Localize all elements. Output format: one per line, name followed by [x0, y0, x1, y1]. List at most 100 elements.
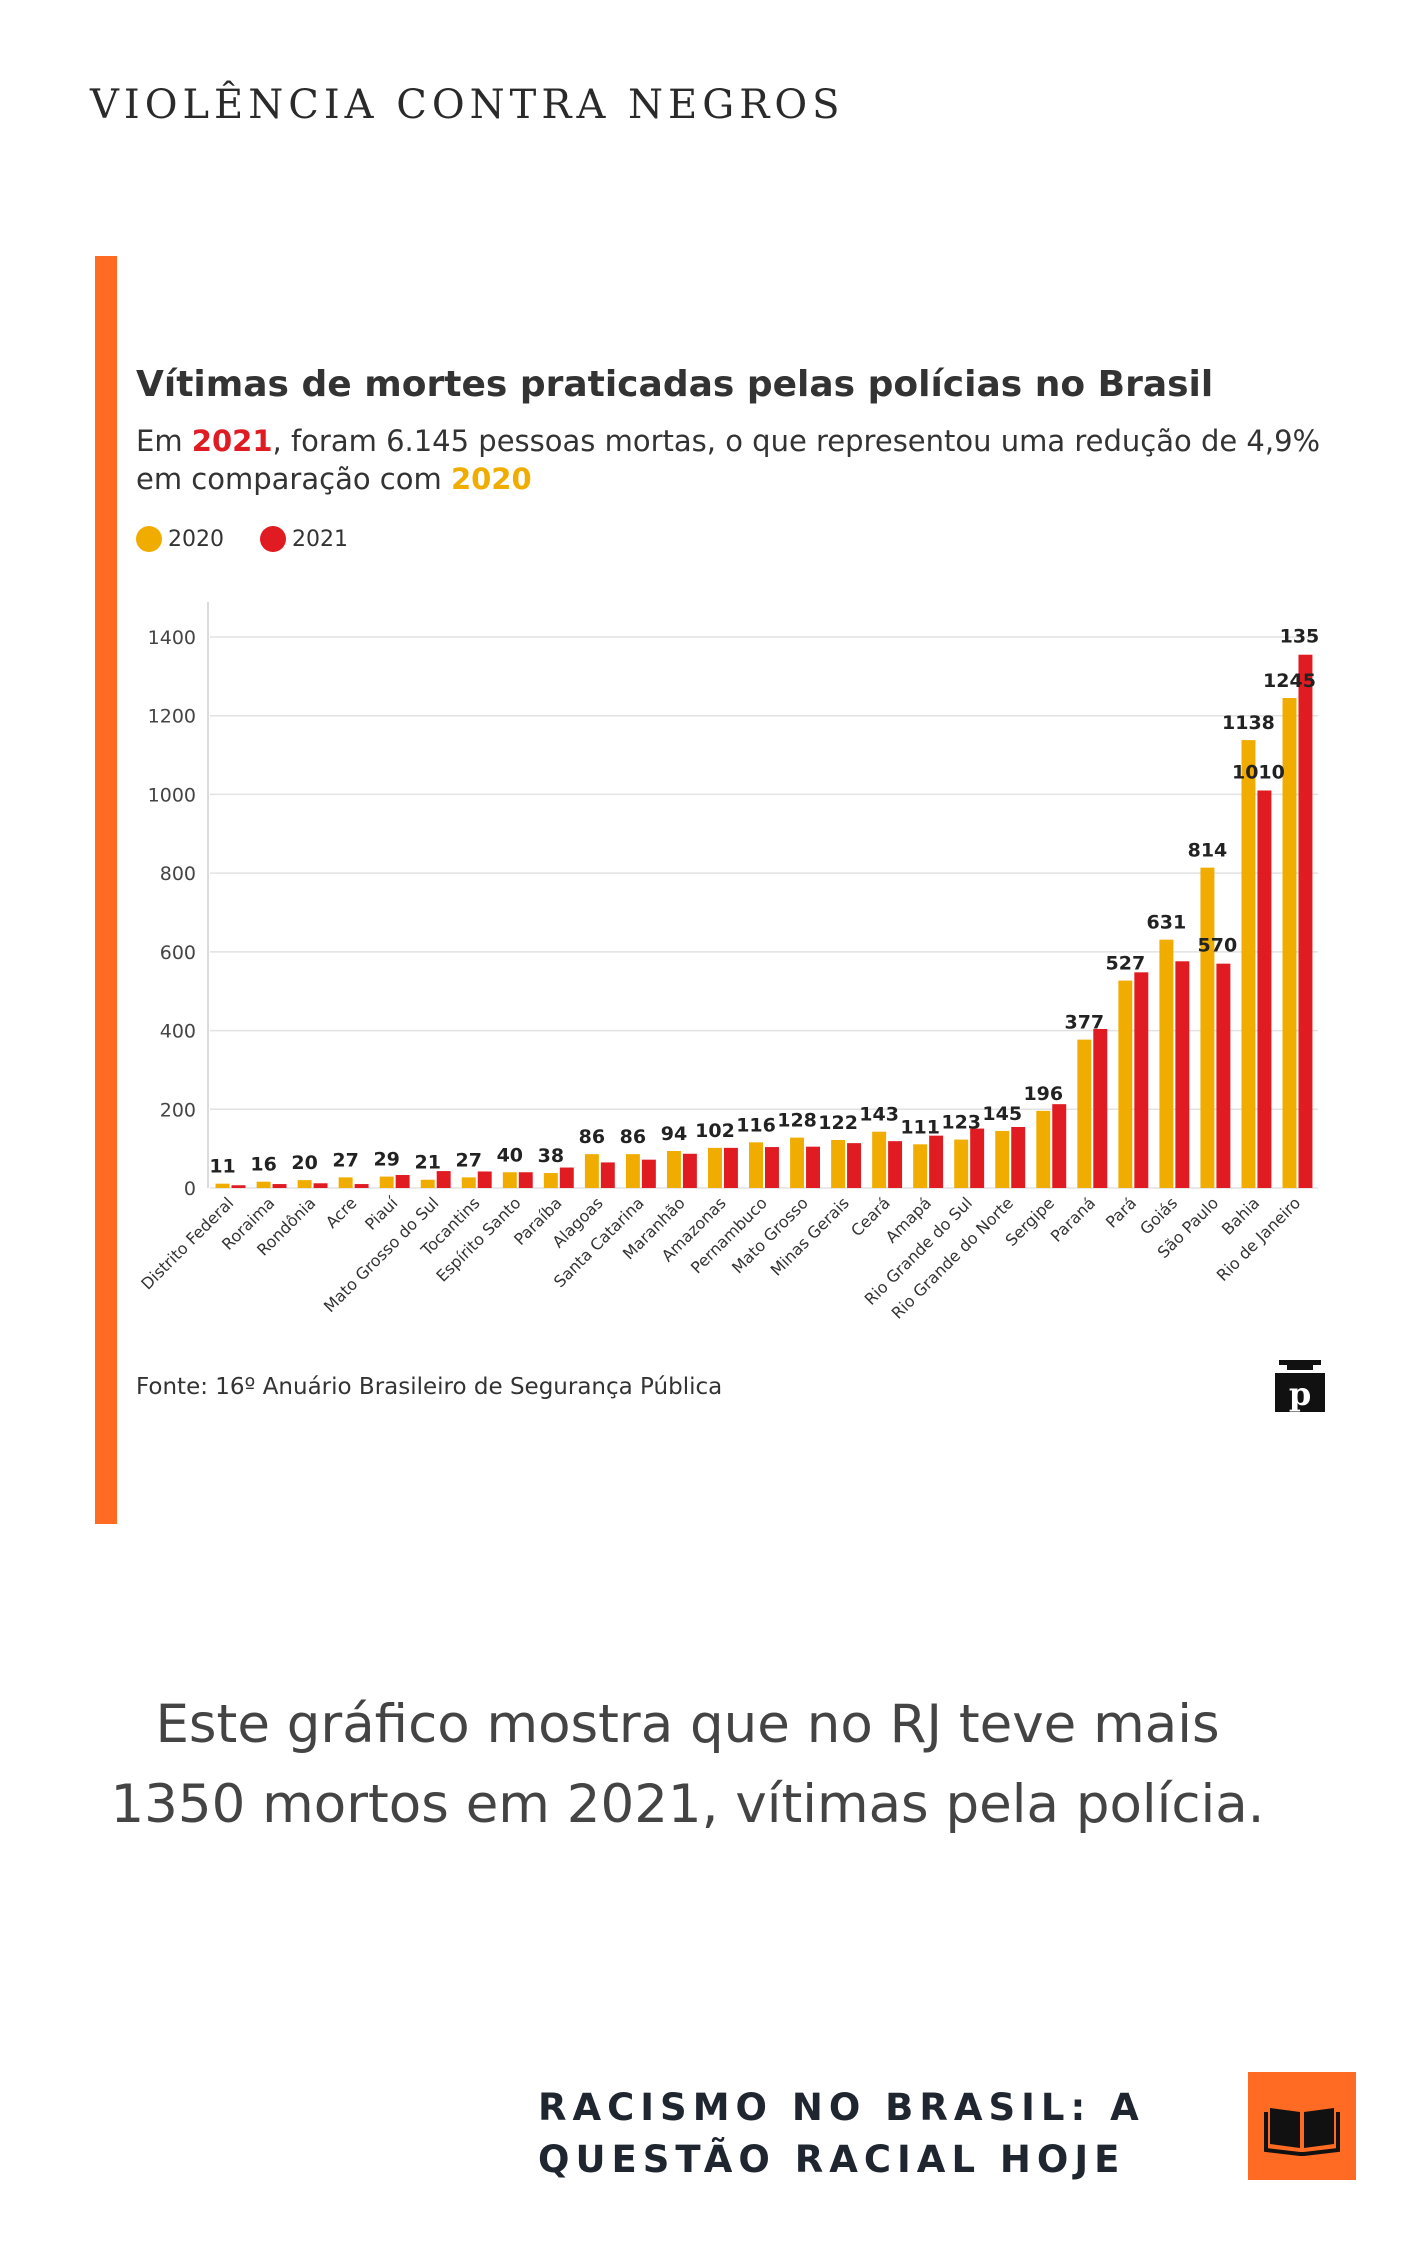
accent-bar: [95, 256, 117, 1524]
bar-2021: [600, 1162, 615, 1188]
book-title-line1: RACISMO NO BRASIL: A: [538, 2086, 1145, 2129]
data-label-2020: 527: [1106, 953, 1146, 975]
bar-2021: [559, 1167, 574, 1188]
open-book-icon: [1264, 2108, 1340, 2156]
data-label-2020: 21: [415, 1152, 441, 1174]
data-label-2020: 11: [209, 1156, 235, 1178]
bar-2020: [831, 1139, 846, 1188]
legend-item-2020: 2020: [136, 526, 224, 552]
legend-swatch-2021: [260, 526, 286, 552]
data-label-2020: 1138: [1222, 712, 1275, 734]
data-label-2020: 27: [332, 1149, 358, 1171]
x-tick-label: Pará: [1102, 1193, 1140, 1231]
bar-2021: [1093, 1028, 1108, 1188]
bar-2021: [765, 1147, 779, 1188]
bar-2021: [518, 1172, 533, 1188]
data-label-2021: 570: [1198, 935, 1238, 957]
y-tick-label: 400: [160, 1021, 196, 1043]
bar-2021: [847, 1143, 862, 1188]
poder360-logo-icon: p: [1275, 1360, 1325, 1412]
subtitle-year-2021: 2021: [191, 424, 273, 458]
book-title: RACISMO NO BRASIL: A QUESTÃO RACIAL HOJE: [538, 2082, 1145, 2186]
bar-2021: [1257, 790, 1272, 1188]
data-label-2020: 116: [736, 1114, 776, 1136]
y-tick-label: 1000: [148, 784, 196, 806]
data-label-2020: 40: [497, 1144, 523, 1166]
bar-2021: [272, 1184, 287, 1188]
data-label-2021: 1010: [1232, 761, 1285, 783]
bar-2020: [1282, 698, 1297, 1188]
y-tick-label: 0: [184, 1178, 196, 1200]
bar-2020: [543, 1173, 558, 1188]
book-title-line2: QUESTÃO RACIAL HOJE: [538, 2138, 1126, 2181]
y-tick-label: 800: [160, 863, 196, 885]
data-label-2020: 377: [1064, 1012, 1104, 1034]
subtitle-text-pre: Em: [136, 424, 192, 458]
data-label-2020: 122: [818, 1112, 858, 1134]
legend-label-2020: 2020: [168, 526, 224, 552]
bar-2020: [995, 1130, 1010, 1188]
data-label-2020: 145: [982, 1103, 1022, 1125]
y-tick-label: 600: [160, 942, 196, 964]
bar-2021: [970, 1128, 985, 1188]
bar-2021: [1298, 654, 1313, 1188]
data-label-2020: 631: [1147, 912, 1187, 934]
chart-source: Fonte: 16º Anuário Brasileiro de Seguran…: [136, 1374, 723, 1400]
bar-2020: [379, 1176, 394, 1188]
bar-2021: [1175, 961, 1190, 1188]
bar-2020: [461, 1177, 476, 1188]
x-tick-label: Paraná: [1047, 1193, 1099, 1245]
bar-2020: [749, 1142, 763, 1188]
data-label-2020: 94: [661, 1123, 687, 1145]
bar-2021: [477, 1171, 492, 1188]
bar-2021: [231, 1185, 246, 1188]
data-label-2020: 814: [1188, 840, 1228, 862]
bar-2020: [1036, 1110, 1051, 1188]
bar-2021: [313, 1183, 328, 1188]
y-tick-label: 1400: [148, 627, 196, 649]
subtitle-text-mid: , foram 6.145 pessoas mortas, o que repr…: [136, 424, 1321, 496]
data-label-2020: 29: [373, 1149, 399, 1171]
data-label-2020: 143: [859, 1104, 899, 1126]
bar-2020: [666, 1151, 681, 1188]
data-label-2020: 123: [941, 1112, 981, 1134]
legend-label-2021: 2021: [292, 526, 348, 552]
bar-2020: [1077, 1039, 1092, 1188]
caption: Este gráfico mostra que no RJ teve mais …: [110, 1694, 1265, 1835]
bar-2021: [723, 1147, 738, 1188]
bar-2020: [420, 1179, 435, 1188]
legend-item-2021: 2021: [260, 526, 348, 552]
y-tick-label: 200: [160, 1099, 196, 1121]
data-label-2020: 20: [291, 1152, 317, 1174]
bar-2021: [888, 1141, 903, 1188]
data-label-2020: 1245: [1263, 670, 1316, 692]
bar-2020: [954, 1139, 969, 1188]
bar-2021: [1011, 1126, 1026, 1188]
data-label-2020: 196: [1023, 1083, 1063, 1105]
bar-2020: [584, 1154, 599, 1188]
data-label-2020: 102: [695, 1120, 735, 1142]
bar-2020: [1241, 740, 1256, 1188]
bar-2020: [790, 1137, 805, 1188]
data-label-2020: 86: [579, 1126, 605, 1148]
bar-2021: [354, 1184, 369, 1188]
data-label-2020: 16: [250, 1154, 276, 1176]
data-label-2020: 86: [620, 1126, 646, 1148]
bar-2020: [913, 1144, 928, 1188]
data-label-2020: 38: [538, 1145, 564, 1167]
chart-title: Vítimas de mortes praticadas pelas políc…: [136, 364, 1214, 405]
bar-2020: [1200, 867, 1215, 1188]
bar-2020: [297, 1180, 312, 1188]
bar-2020: [1159, 939, 1174, 1188]
bar-2021: [436, 1171, 451, 1188]
bar-2021: [641, 1159, 656, 1188]
bar-2020: [215, 1183, 230, 1188]
book-icon-box[interactable]: [1248, 2072, 1356, 2180]
bar-2020: [338, 1177, 353, 1188]
bar-2021: [1134, 972, 1149, 1188]
bar-2021: [1216, 963, 1231, 1188]
bar-2020: [1118, 980, 1133, 1188]
legend-swatch-2020: [136, 526, 162, 552]
bar-2020: [625, 1154, 640, 1188]
